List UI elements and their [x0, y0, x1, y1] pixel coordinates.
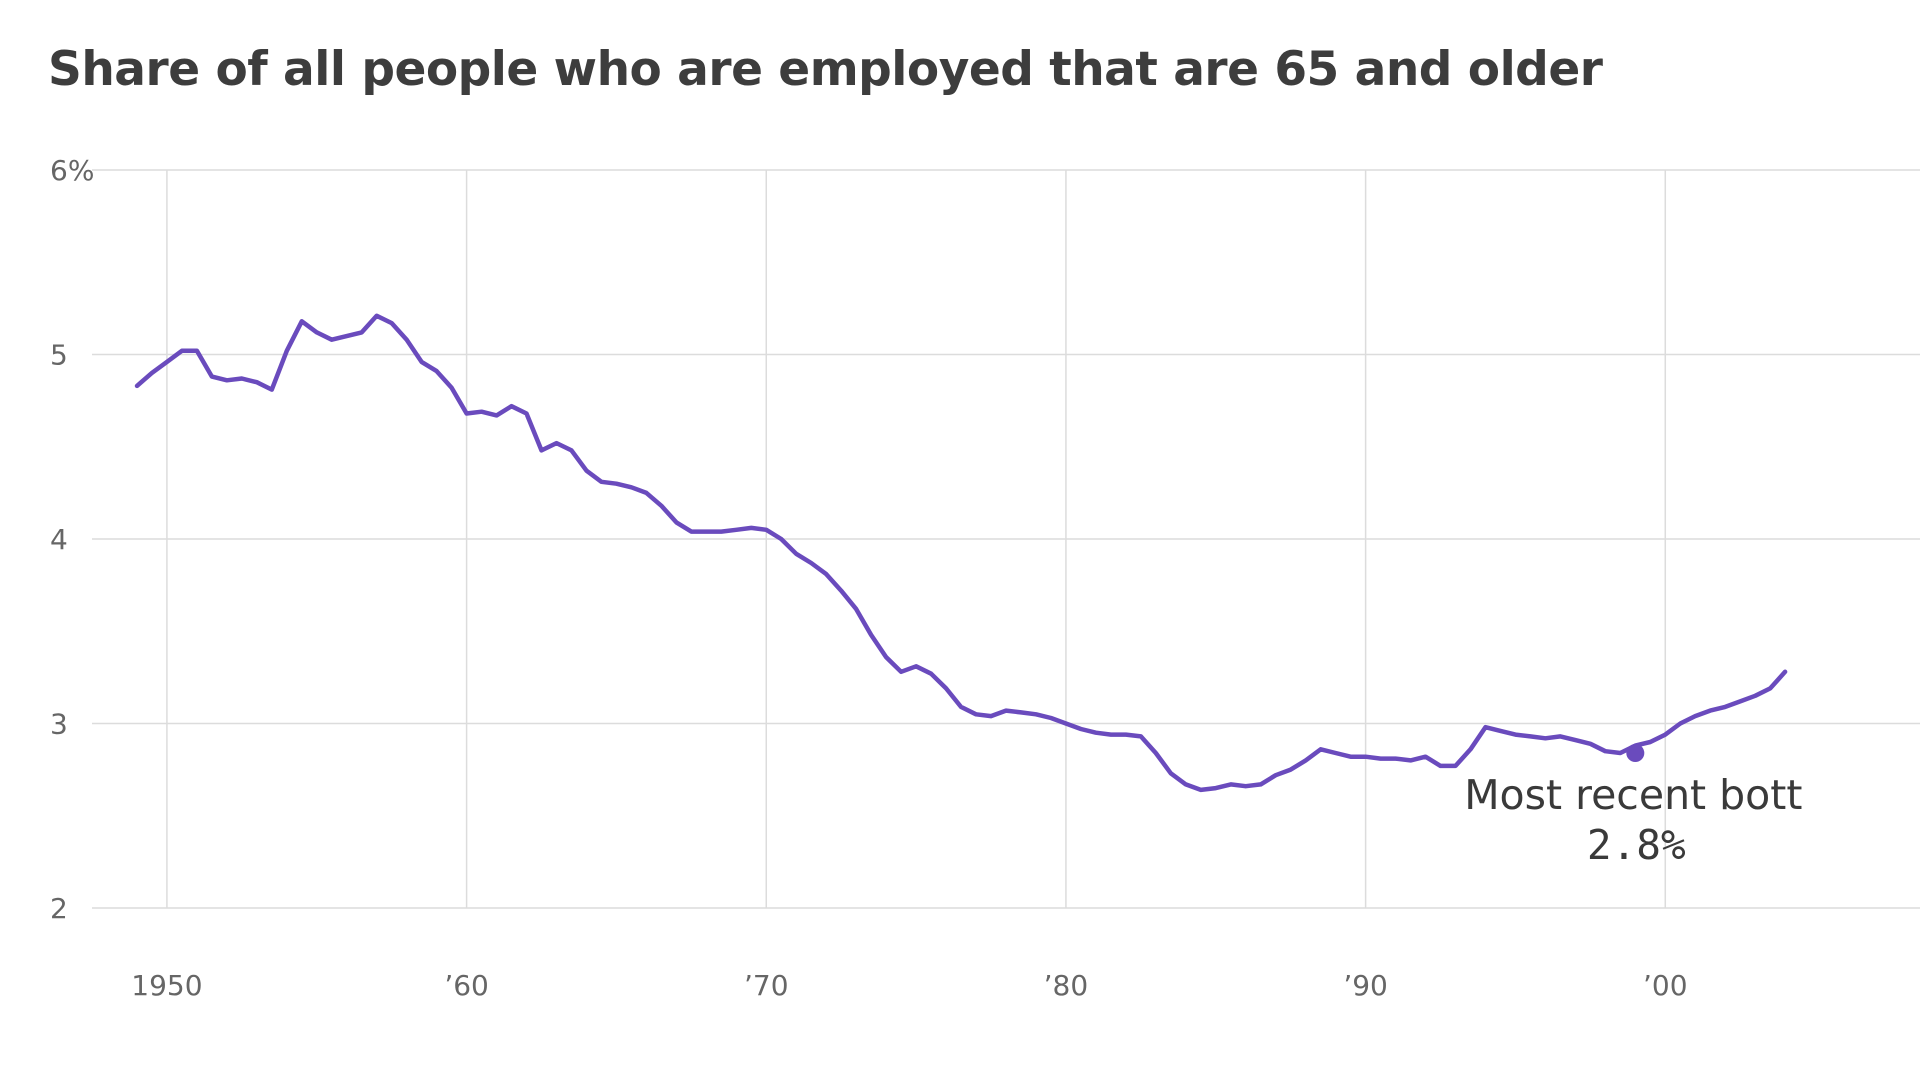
y-tick-label: 4 [50, 523, 68, 556]
series-layer [134, 313, 1788, 793]
x-tick-label: ’90 [1343, 969, 1388, 1002]
vertical-gridlines [166, 170, 1667, 908]
annotation-value: 2.8% [1587, 821, 1686, 869]
y-tick-label: 2 [50, 892, 68, 925]
y-tick-label: 3 [50, 708, 68, 741]
x-tick-label: 1950 [131, 969, 202, 1002]
x-tick-label: ’60 [444, 969, 489, 1002]
y-tick-label: 6% [50, 154, 94, 187]
chart-title: Share of all people who are employed tha… [48, 42, 1603, 97]
x-tick-label: ’00 [1643, 969, 1688, 1002]
annotation-label: Most recent bott [1464, 771, 1802, 819]
annotation-marker [1626, 744, 1645, 763]
series-line [134, 313, 1788, 793]
horizontal-gridlines [92, 169, 1920, 909]
y-tick-label: 5 [50, 339, 68, 372]
x-axis-tick-labels: 1950 ’60 ’70 ’80 ’90 ’00 [131, 969, 1687, 1002]
y-axis-tick-labels: 2 3 4 5 6% [50, 154, 94, 925]
x-tick-label: ’80 [1044, 969, 1089, 1002]
x-tick-label: ’70 [744, 969, 789, 1002]
